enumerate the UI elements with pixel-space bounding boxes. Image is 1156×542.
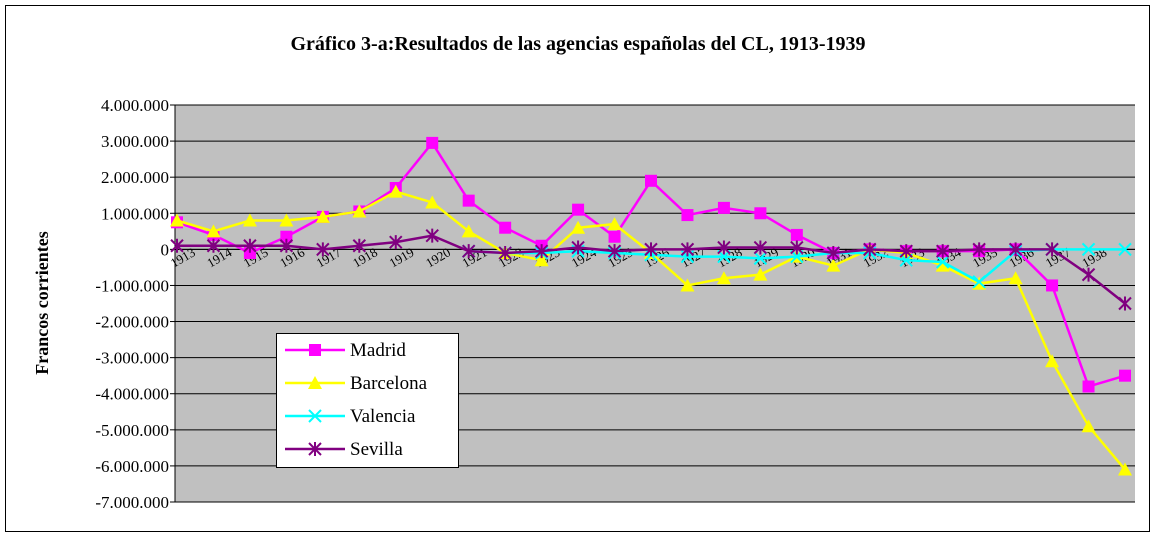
marker — [206, 224, 221, 238]
marker — [279, 213, 294, 227]
marker — [388, 184, 403, 198]
marker — [972, 242, 986, 257]
marker — [571, 240, 585, 255]
marker — [645, 174, 657, 187]
y-tick-label: 0 — [161, 240, 170, 259]
marker — [716, 271, 731, 285]
marker — [681, 209, 694, 222]
marker — [863, 242, 877, 257]
marker — [534, 253, 549, 267]
marker — [243, 238, 257, 253]
y-tick-label: -4.000.000 — [95, 385, 169, 404]
marker — [461, 244, 476, 259]
marker — [461, 224, 476, 238]
marker — [717, 240, 731, 255]
marker — [308, 442, 322, 456]
marker — [498, 245, 512, 260]
marker — [352, 238, 367, 253]
marker — [279, 238, 294, 253]
marker — [607, 244, 622, 259]
y-tick-label: 1.000.000 — [101, 204, 169, 223]
y-tick-label: -7.000.000 — [95, 493, 169, 512]
legend-box — [276, 333, 459, 468]
y-tick-label: -3.000.000 — [95, 349, 169, 368]
marker — [242, 213, 257, 227]
y-tick-label: 4.000.000 — [101, 96, 169, 115]
marker — [170, 238, 184, 253]
marker — [790, 240, 804, 255]
marker — [352, 204, 367, 218]
marker — [572, 203, 585, 216]
marker — [644, 242, 658, 257]
marker — [425, 195, 440, 209]
marker — [1081, 419, 1096, 433]
marker — [899, 244, 913, 259]
marker — [1008, 271, 1023, 285]
legend-label: Valencia — [350, 406, 416, 427]
marker — [717, 201, 730, 214]
marker — [790, 228, 803, 241]
marker — [1008, 242, 1023, 257]
legend-label: Sevilla — [350, 439, 403, 460]
marker — [753, 251, 768, 266]
legend-label: Barcelona — [350, 373, 428, 394]
marker — [1081, 242, 1096, 257]
marker — [243, 246, 256, 259]
marker — [462, 194, 475, 207]
marker — [935, 258, 950, 272]
marker — [170, 213, 184, 227]
marker — [316, 242, 330, 257]
y-tick-label: -5.000.000 — [95, 421, 169, 440]
marker — [1118, 296, 1132, 311]
marker — [499, 221, 512, 234]
marker — [206, 238, 221, 253]
marker — [680, 242, 695, 257]
marker — [753, 240, 768, 255]
marker — [1081, 267, 1096, 282]
chart-title: Gráfico 3-a:Resultados de las agencias e… — [291, 33, 866, 55]
marker — [1082, 380, 1095, 393]
marker — [826, 258, 841, 272]
marker — [389, 235, 403, 250]
marker — [1118, 462, 1132, 476]
marker — [315, 209, 330, 223]
legend: Madrid Barcelona Valencia Sevilla — [276, 333, 459, 468]
marker — [1046, 279, 1059, 292]
marker — [571, 220, 586, 234]
marker — [1045, 242, 1059, 257]
marker — [426, 136, 439, 149]
marker — [680, 278, 695, 292]
y-axis-label: Francos corrientes — [32, 231, 52, 374]
y-tick-label: 2.000.000 — [101, 168, 169, 187]
y-tick-label: -6.000.000 — [95, 457, 169, 476]
marker — [309, 344, 321, 356]
marker — [1118, 242, 1132, 257]
legend-label: Madrid — [350, 340, 406, 361]
marker — [607, 217, 622, 231]
marker — [753, 267, 768, 281]
marker — [972, 275, 986, 289]
y-tick-label: 3.000.000 — [101, 132, 169, 151]
marker — [308, 409, 322, 423]
marker — [280, 230, 293, 243]
marker — [1119, 369, 1131, 382]
marker — [1045, 354, 1060, 368]
y-tick-label: -1.000.000 — [95, 276, 169, 295]
marker — [308, 376, 322, 389]
marker — [754, 207, 767, 220]
marker — [935, 255, 950, 269]
series — [170, 228, 1132, 311]
marker — [534, 244, 549, 259]
marker — [608, 230, 621, 243]
marker — [826, 245, 841, 260]
y-tick-label: -2.000.000 — [95, 313, 169, 332]
marker — [425, 228, 439, 243]
marker — [935, 244, 950, 259]
